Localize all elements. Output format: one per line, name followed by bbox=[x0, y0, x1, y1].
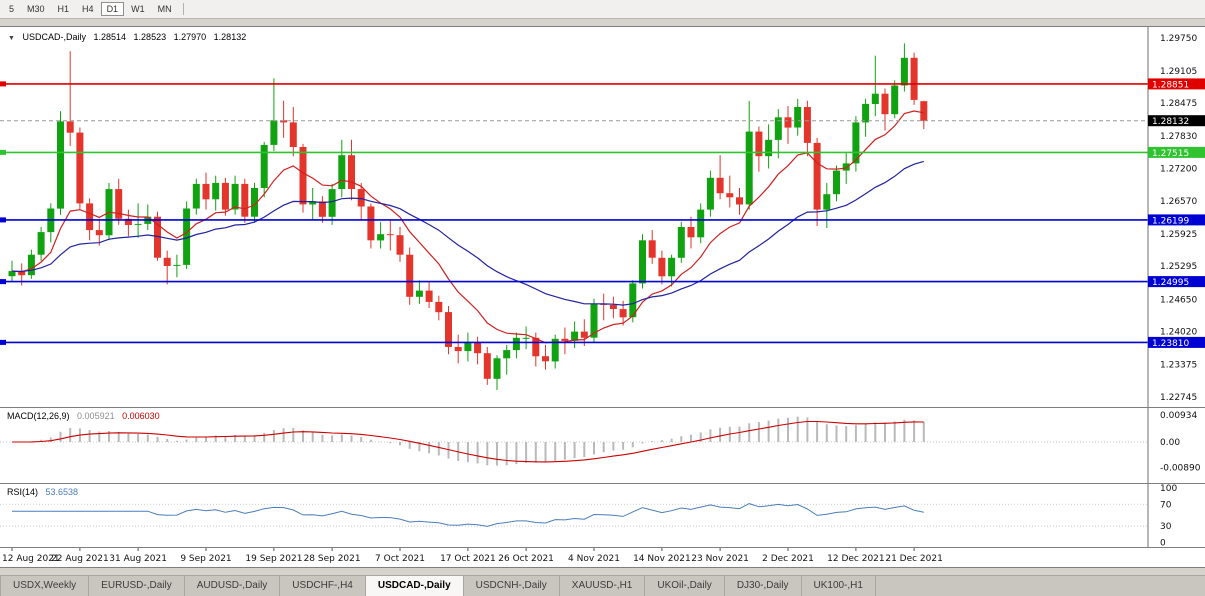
rsi-canvas[interactable]: 100 70 30 0 bbox=[0, 484, 1205, 547]
macd-histogram bbox=[20, 416, 925, 466]
chart-tab-bar: USDX,Weekly EURUSD-,Daily AUDUSD-,Daily USD… bbox=[0, 575, 1205, 596]
rsi-panel[interactable]: 100 70 30 0 RSI(14) 53.6538 bbox=[0, 483, 1205, 547]
ma-fast-line bbox=[11, 110, 924, 344]
timeframe-button-mn[interactable]: MN bbox=[157, 4, 172, 14]
chart-tab-usdchf-h4[interactable]: USDCHF-,H4 bbox=[280, 576, 366, 596]
level-line-handle[interactable] bbox=[0, 339, 6, 345]
time-axis-label: 9 Sep 2021 bbox=[180, 554, 231, 564]
timeframe-button-w1[interactable]: W1 bbox=[131, 4, 145, 14]
svg-text:1.23810: 1.23810 bbox=[1152, 339, 1189, 349]
price-axis-label: 1.29105 bbox=[1160, 67, 1197, 77]
macd-signal-line bbox=[12, 420, 924, 463]
price-badge: 1.27515 bbox=[1148, 146, 1205, 159]
macd-axis[interactable]: 0.00934 0.00 -0.00890 bbox=[1147, 408, 1201, 483]
price-badge: 1.28132 bbox=[1148, 115, 1205, 127]
time-axis-label: 31 Aug 2021 bbox=[109, 554, 167, 564]
time-axis-label: 14 Nov 2021 bbox=[633, 554, 691, 564]
chart-tab-uk100-h1[interactable]: UK100-,H1 bbox=[802, 576, 876, 596]
one-click-trading-icon[interactable]: ▼ bbox=[8, 35, 15, 42]
chart-tab-dj30-daily[interactable]: DJ30-,Daily bbox=[725, 576, 802, 596]
time-axis-label: 26 Oct 2021 bbox=[498, 554, 554, 564]
time-axis-label: 12 Dec 2021 bbox=[827, 554, 885, 564]
macd-axis-label: -0.00890 bbox=[1160, 464, 1201, 474]
time-axis-label: 23 Nov 2021 bbox=[691, 554, 749, 564]
price-axis-label: 1.26570 bbox=[1160, 197, 1197, 207]
svg-text:1.28851: 1.28851 bbox=[1152, 80, 1189, 90]
timeframe-button-h4[interactable]: H4 bbox=[82, 4, 94, 14]
price-axis-label: 1.27830 bbox=[1160, 132, 1197, 142]
chart-tab-ukoil-daily[interactable]: UKOil-,Daily bbox=[645, 576, 725, 596]
macd-axis-label: 0.00934 bbox=[1160, 411, 1197, 421]
time-axis-label: 28 Sep 2021 bbox=[304, 554, 361, 564]
chart-tab-usdcad-daily[interactable]: USDCAD-,Daily bbox=[365, 576, 464, 596]
time-axis-label: 21 Dec 2021 bbox=[885, 554, 943, 564]
price-axis-label: 1.24020 bbox=[1160, 328, 1197, 338]
rsi-axis[interactable]: 100 70 30 0 bbox=[1147, 484, 1177, 548]
svg-text:1.28132: 1.28132 bbox=[1152, 117, 1189, 127]
rsi-axis-label: 30 bbox=[1160, 522, 1172, 532]
time-axis-label: 2 Dec 2021 bbox=[762, 554, 814, 564]
chart-tab-eurusd-daily[interactable]: EURUSD-,Daily bbox=[89, 576, 185, 596]
time-axis-label: 12 Aug 2021 bbox=[2, 554, 60, 564]
macd-canvas[interactable]: 0.00934 0.00 -0.00890 bbox=[0, 408, 1205, 483]
svg-text:1.27515: 1.27515 bbox=[1152, 149, 1189, 159]
level-line-handle[interactable] bbox=[0, 81, 6, 87]
price-axis-label: 1.24650 bbox=[1160, 295, 1197, 305]
price-axis-label: 1.27200 bbox=[1160, 165, 1197, 175]
svg-text:1.24995: 1.24995 bbox=[1152, 278, 1189, 288]
chart-tab-audusd-daily[interactable]: AUDUSD-,Daily bbox=[185, 576, 281, 596]
chart-tab-usdcnh-daily[interactable]: USDCNH-,Daily bbox=[464, 576, 560, 596]
price-badge: 1.26199 bbox=[1148, 214, 1205, 226]
rsi-axis-label: 0 bbox=[1160, 539, 1166, 548]
svg-text:1.26199: 1.26199 bbox=[1152, 216, 1189, 226]
timeframe-button-h1[interactable]: H1 bbox=[57, 4, 70, 14]
level-line-handle[interactable] bbox=[0, 217, 6, 223]
rsi-axis-label: 100 bbox=[1160, 484, 1177, 494]
price-chart-canvas[interactable]: 1.29750 1.29105 1.28475 1.27830 1.27200 1.265… bbox=[0, 27, 1205, 407]
time-axis-label: 7 Oct 2021 bbox=[375, 554, 425, 564]
price-axis-label: 1.23375 bbox=[1160, 361, 1197, 371]
timeframe-button-d1[interactable]: D1 bbox=[100, 2, 125, 16]
level-line-handle[interactable] bbox=[0, 279, 6, 285]
chart-tab-xauusd-h1[interactable]: XAUUSD-,H1 bbox=[560, 576, 646, 596]
time-axis-label: 17 Oct 2021 bbox=[440, 554, 496, 564]
timeframe-toolbar: 5 M30 H1 H4 D1 W1 MN bbox=[0, 0, 1205, 19]
price-badge: 1.23810 bbox=[1148, 336, 1205, 349]
timeframe-button-m30[interactable]: M30 bbox=[27, 4, 45, 14]
timeframe-button-5[interactable]: 5 bbox=[9, 4, 15, 14]
price-axis-label: 1.25925 bbox=[1160, 230, 1197, 240]
price-axis-label: 1.29750 bbox=[1160, 34, 1197, 44]
time-axis-label: 19 Sep 2021 bbox=[245, 554, 302, 564]
price-badge: 1.24995 bbox=[1148, 276, 1205, 288]
level-line-handle[interactable] bbox=[0, 149, 6, 155]
rsi-axis-label: 70 bbox=[1160, 500, 1172, 510]
price-panel[interactable]: 1.29750 1.29105 1.28475 1.27830 1.27200 1.265… bbox=[0, 26, 1205, 407]
price-axis-label: 1.25295 bbox=[1160, 262, 1197, 272]
ma-slow-line bbox=[11, 160, 924, 306]
candles-group bbox=[8, 43, 928, 391]
toolbar-separator bbox=[182, 3, 184, 15]
time-axis-panel[interactable]: 12 Aug 2021 22 Aug 2021 31 Aug 2021 9 Sep 2… bbox=[0, 547, 1205, 568]
macd-axis-label: 0.00 bbox=[1160, 438, 1180, 448]
price-axis-label: 1.28475 bbox=[1160, 99, 1197, 109]
price-badge: 1.28851 bbox=[1148, 78, 1205, 90]
price-axis-label: 1.22745 bbox=[1160, 393, 1197, 403]
time-axis-label: 22 Aug 2021 bbox=[51, 554, 109, 564]
rsi-line bbox=[12, 503, 924, 527]
horizontal-level-lines[interactable] bbox=[0, 81, 1148, 345]
macd-panel[interactable]: 0.00934 0.00 -0.00890 MACD(12,26,9) 0.0059… bbox=[0, 407, 1205, 483]
chart-tab-usdx-weekly[interactable]: USDX,Weekly bbox=[0, 576, 90, 596]
time-axis-label: 4 Nov 2021 bbox=[568, 554, 620, 564]
